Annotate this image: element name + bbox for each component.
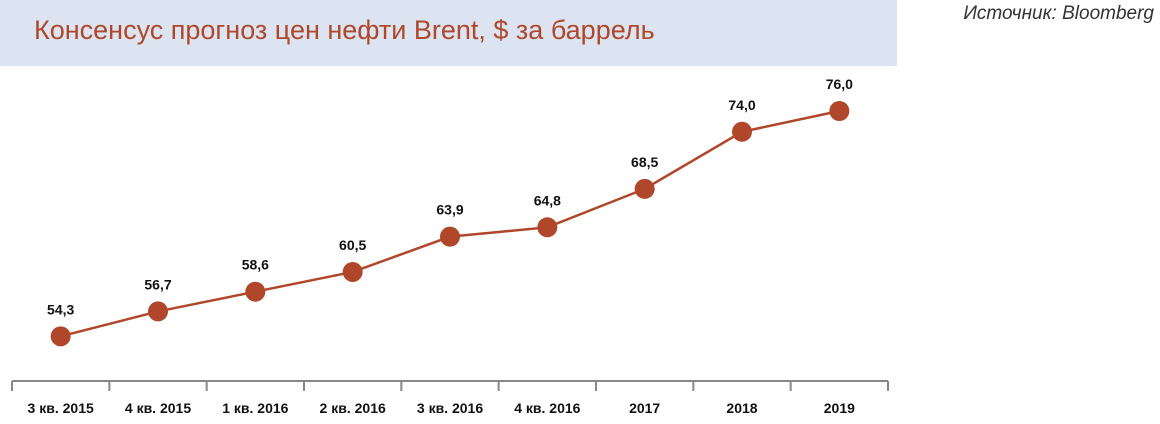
x-tick-label: 2019 [824,400,855,416]
x-tick-label: 3 кв. 2015 [28,400,94,416]
data-point [634,178,655,199]
series-line [60,109,840,338]
data-label: 68,5 [631,154,658,170]
data-label: 76,0 [826,76,853,92]
chart-title: Консенсус прогноз цен нефти Brent, $ за … [34,15,655,45]
x-tick-label: 4 кв. 2016 [514,400,580,416]
x-tick-label: 2018 [726,400,757,416]
data-point [148,301,168,322]
data-point [440,226,460,247]
data-point [829,101,850,121]
data-point [50,326,71,347]
data-point [537,217,558,238]
data-point [732,121,752,142]
source-note: Источник: Bloomberg [963,3,1154,24]
data-point [245,281,266,302]
data-label: 63,9 [436,202,463,218]
data-label: 56,7 [144,276,171,292]
x-tick-label: 2017 [629,400,660,416]
x-tick-label: 2 кв. 2016 [320,400,386,416]
x-tick-label: 1 кв. 2016 [222,400,288,416]
x-tick-label: 3 кв. 2016 [417,400,483,416]
x-tick-label: 4 кв. 2015 [125,400,191,416]
data-label: 54,3 [47,301,74,317]
data-label: 64,8 [534,192,561,208]
data-label: 74,0 [728,97,755,113]
title-banner: Консенсус прогноз цен нефти Brent, $ за … [0,0,897,66]
data-label: 60,5 [339,237,366,253]
data-label: 58,6 [242,257,269,273]
data-point [342,261,363,282]
